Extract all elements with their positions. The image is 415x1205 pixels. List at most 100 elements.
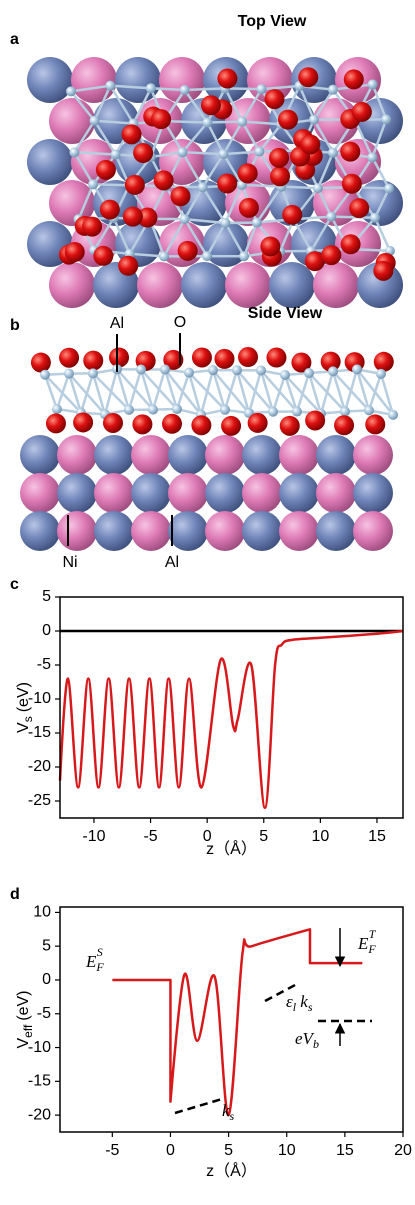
atom <box>353 511 393 551</box>
bond <box>316 152 335 189</box>
atom <box>316 435 356 475</box>
atom <box>381 114 392 125</box>
bond <box>241 183 282 188</box>
atom <box>64 368 74 379</box>
x-tick-label: 5 <box>259 828 268 845</box>
bond <box>109 85 135 125</box>
x-tick-label: -5 <box>105 1142 119 1159</box>
y-tick-label: 10 <box>33 904 51 921</box>
bond <box>258 123 283 153</box>
bond <box>93 120 117 156</box>
x-tick-label: 0 <box>166 1142 175 1159</box>
bond <box>371 156 391 190</box>
bond <box>77 183 95 220</box>
atom <box>221 415 242 436</box>
atom <box>217 173 238 194</box>
bond <box>199 369 215 415</box>
atom <box>102 412 123 433</box>
atom <box>321 245 342 266</box>
bond <box>43 374 59 410</box>
bond <box>201 153 225 188</box>
atom <box>45 413 66 434</box>
atom <box>27 139 73 185</box>
bond <box>70 90 96 122</box>
annotation-part: F <box>367 942 376 956</box>
atom <box>373 351 394 372</box>
bond <box>224 184 244 224</box>
panel-title: Side View <box>248 305 323 322</box>
y-axis-label-part: V <box>15 1038 32 1049</box>
atom <box>200 95 221 116</box>
panel-label: b <box>10 317 20 334</box>
y-tick-label: 5 <box>42 588 51 605</box>
atom <box>118 255 139 276</box>
annotation-part: ε <box>286 992 293 1011</box>
atom <box>327 84 338 95</box>
panel-title: Top View <box>238 13 307 30</box>
bond <box>70 84 111 93</box>
bond <box>312 88 335 121</box>
y-tick-label: 5 <box>42 937 51 954</box>
annotation-part: s <box>308 1000 313 1014</box>
bond <box>112 217 131 255</box>
atom <box>163 349 184 370</box>
bond <box>175 372 191 410</box>
atom <box>308 114 319 125</box>
atom <box>88 368 98 379</box>
atom <box>225 262 271 308</box>
bond <box>182 150 224 156</box>
atom <box>353 435 393 475</box>
bond <box>207 120 243 124</box>
atom <box>133 142 154 163</box>
y-tick-label: -20 <box>28 1106 51 1123</box>
atom <box>122 206 143 227</box>
atom <box>220 404 230 415</box>
bond <box>295 372 311 412</box>
bond <box>281 185 318 190</box>
atom <box>312 183 323 194</box>
bond <box>241 88 263 123</box>
x-tick-label: 20 <box>394 1142 412 1159</box>
bond <box>255 185 283 224</box>
atom <box>40 369 50 380</box>
y-tick-label: -20 <box>28 758 51 775</box>
atom <box>268 406 278 417</box>
bond <box>371 118 388 158</box>
bond <box>132 87 152 125</box>
atom <box>282 204 303 225</box>
atom <box>341 173 362 194</box>
atom <box>137 207 158 228</box>
atom <box>313 262 359 308</box>
y-axis-label: Veff (eV) <box>15 990 35 1048</box>
bond <box>367 373 383 411</box>
atom <box>160 364 170 375</box>
bond <box>331 371 347 412</box>
bond <box>183 186 204 220</box>
bond <box>151 369 167 411</box>
bond <box>355 369 371 411</box>
atom <box>49 262 95 308</box>
atom <box>124 404 134 415</box>
atom <box>304 251 325 272</box>
atom <box>326 211 337 222</box>
atom <box>365 414 386 435</box>
bond <box>55 373 71 410</box>
annotation-part: T <box>369 927 377 941</box>
panel-label: c <box>10 576 19 593</box>
atom <box>131 435 171 475</box>
x-tick-label: 0 <box>203 828 212 845</box>
atom <box>110 149 121 160</box>
bond <box>310 215 333 252</box>
atom <box>292 406 302 417</box>
bond <box>316 187 333 218</box>
bond <box>298 85 316 121</box>
atom <box>179 214 190 225</box>
atom <box>82 216 103 237</box>
atom <box>94 473 134 513</box>
atom <box>148 404 158 415</box>
bond <box>223 150 260 156</box>
annotation: eVb <box>295 1029 319 1051</box>
bond <box>379 373 395 416</box>
atom <box>351 101 372 122</box>
bond <box>242 120 282 126</box>
